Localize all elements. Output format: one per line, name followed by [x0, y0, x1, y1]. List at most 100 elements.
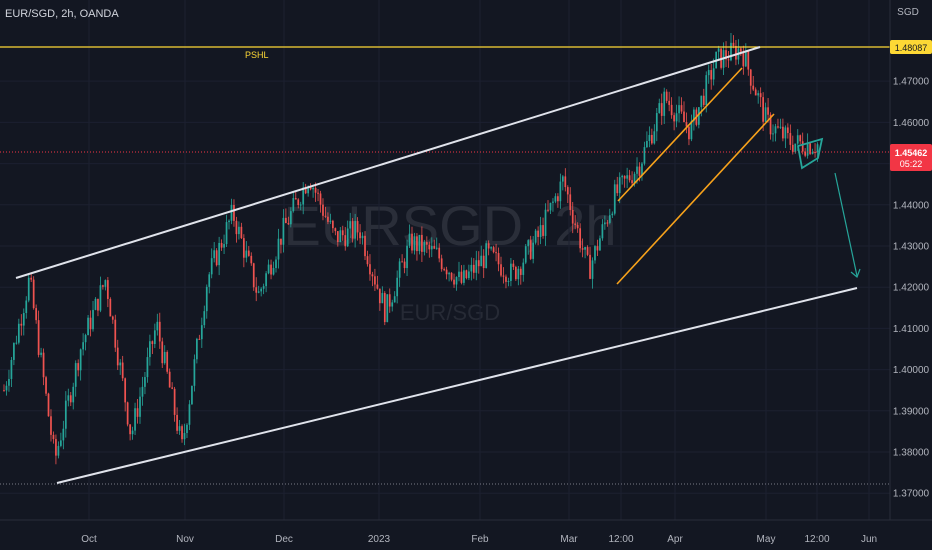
candle-body — [576, 224, 579, 229]
candle-body — [393, 296, 396, 303]
candle-body — [376, 284, 379, 289]
candle-body — [744, 51, 747, 67]
candle-body — [129, 424, 131, 435]
inner-channel-upper[interactable] — [617, 67, 743, 202]
candle-body — [215, 250, 218, 266]
projection-arrow[interactable] — [834, 172, 858, 277]
candle-body — [144, 377, 146, 387]
candle-body — [749, 69, 752, 86]
candle-body — [408, 233, 411, 246]
candle-body — [10, 359, 13, 379]
candle-body — [502, 275, 505, 277]
candle-body — [339, 230, 342, 243]
candle-body — [272, 268, 275, 275]
candle-body — [440, 258, 443, 270]
candle-body — [171, 387, 174, 389]
candle-body — [596, 246, 599, 251]
candle-body — [522, 262, 525, 275]
candle-body — [465, 270, 468, 279]
candle-body — [683, 111, 685, 123]
candle-body — [141, 386, 144, 397]
candle-body — [289, 211, 292, 225]
candle-body — [586, 247, 589, 255]
candle-body — [332, 220, 334, 229]
candle-body — [514, 266, 517, 280]
candle-body — [40, 352, 42, 355]
flag-pattern[interactable] — [797, 137, 824, 170]
candle-body — [238, 226, 240, 235]
candle-body — [383, 293, 386, 323]
candle-body — [97, 298, 99, 311]
inner-channel-lower[interactable] — [616, 113, 775, 285]
candle-body — [500, 264, 502, 276]
candle-body — [485, 243, 488, 268]
pshl-price-tag — [890, 40, 932, 54]
candle-body — [423, 242, 426, 252]
candle-body — [327, 216, 329, 222]
candle-body — [663, 91, 666, 116]
candle-body — [801, 141, 804, 152]
candle-body — [79, 349, 82, 371]
candle-body — [158, 321, 161, 342]
candle-body — [230, 205, 233, 221]
candle-body — [126, 402, 129, 425]
candle-body — [121, 362, 124, 379]
time-axis-ticks[interactable]: Oct Nov Dec 2023 Feb Mar 12:00 Apr May 12:00 Jun — [81, 534, 877, 545]
candle-body — [151, 341, 154, 345]
candle-body — [156, 321, 159, 331]
candle-body — [421, 234, 423, 252]
candle-body — [17, 323, 20, 343]
candle-body — [8, 378, 10, 386]
candle-body — [317, 192, 319, 194]
candle-body — [349, 221, 352, 229]
outer-channel-lower[interactable] — [56, 287, 858, 484]
candle-body — [77, 363, 80, 371]
candle-body — [136, 408, 139, 417]
candle-body — [542, 225, 544, 236]
candle-body — [346, 228, 349, 247]
candle-body — [561, 176, 564, 182]
candle-body — [82, 342, 84, 350]
candle-body — [35, 308, 38, 321]
candle-body — [796, 135, 799, 144]
candle-body — [114, 319, 117, 348]
candle-body — [277, 238, 280, 260]
candle-body — [47, 393, 50, 417]
candle-body — [260, 288, 263, 292]
time-tick-label: Oct — [81, 534, 97, 545]
candle-body — [406, 245, 408, 269]
price-tick-label: 1.37000 — [893, 489, 930, 500]
candle-body — [235, 220, 238, 235]
candle-body — [312, 187, 314, 190]
candle-body — [297, 199, 300, 206]
candle-body — [638, 166, 641, 176]
candle-body — [3, 390, 5, 392]
symbol-legend[interactable]: EUR/SGD, 2h, OANDA — [5, 8, 119, 20]
candle-body — [777, 126, 779, 128]
candle-body — [218, 242, 220, 266]
candle-body — [631, 180, 633, 184]
candle-body — [690, 121, 693, 140]
candle-body — [294, 198, 297, 200]
candle-body — [200, 325, 203, 340]
candle-body — [707, 70, 710, 76]
candle-body — [564, 176, 567, 188]
candle-body — [495, 252, 497, 254]
candle-body — [240, 226, 243, 239]
candle-body — [64, 400, 67, 429]
candle-body — [369, 264, 371, 275]
candle-body — [779, 126, 782, 128]
candle-body — [477, 260, 480, 267]
pshl-label: PSHL — [245, 50, 269, 60]
candle-body — [425, 242, 428, 245]
time-tick-label: Mar — [560, 534, 578, 545]
candle-body — [329, 220, 332, 222]
outer-channel-upper[interactable] — [15, 46, 761, 279]
candle-body — [210, 258, 213, 275]
candle-body — [388, 294, 391, 307]
candle-body — [650, 134, 653, 144]
candle-body — [482, 255, 485, 268]
price-axis[interactable] — [890, 0, 932, 550]
candle-body — [191, 385, 193, 405]
